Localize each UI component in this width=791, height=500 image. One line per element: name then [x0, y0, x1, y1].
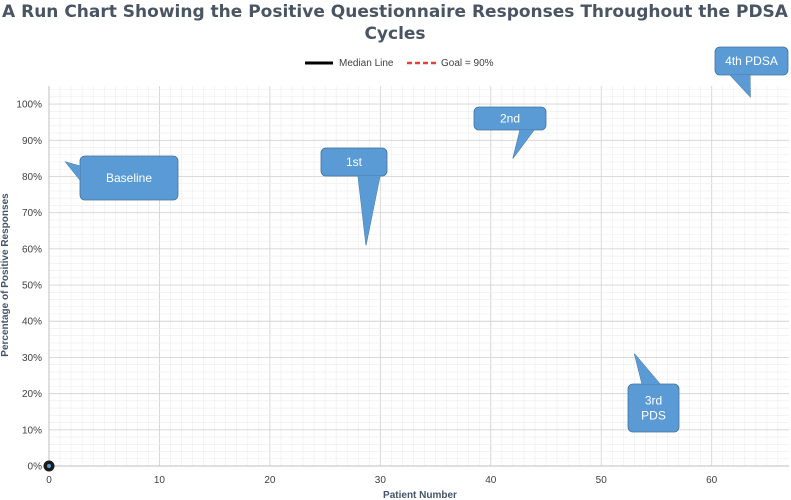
callout-label: 3rd [645, 394, 662, 408]
y-tick-label: 80% [22, 172, 42, 183]
y-tick-label: 70% [22, 208, 42, 219]
callout-pointer-fill [358, 176, 380, 246]
x-axis-label: Patient Number [383, 490, 457, 500]
callout-pointer-fill [730, 75, 751, 97]
y-axis-label: Percentage of Positive Responses [0, 193, 11, 357]
chart-title-line-2: Cycles [364, 24, 425, 44]
callout: Baseline [64, 155, 179, 201]
y-axis-ticks: 0% 10% 20% 30% 40% 50% 60% 70% 80% 90% 100% [16, 100, 42, 473]
x-tick-label: 20 [264, 475, 276, 486]
x-tick-label: 50 [596, 475, 608, 486]
callout-label: 4th PDSA [725, 54, 778, 68]
y-tick-label: 0% [28, 462, 43, 473]
x-tick-label: 40 [485, 475, 497, 486]
callout-label: PDS [641, 409, 666, 423]
legend-median-label: Median Line [339, 58, 394, 69]
y-tick-label: 20% [22, 389, 42, 400]
x-axis-ticks: 0 10 20 30 40 50 60 [46, 475, 717, 486]
y-tick-label: 40% [22, 317, 42, 328]
axes [48, 86, 789, 467]
data-point-center [47, 464, 51, 468]
x-tick-label: 0 [46, 475, 52, 486]
callout-pointer-fill [65, 162, 80, 180]
chart-title-line-1: A Run Chart Showing the Positive Questio… [2, 2, 789, 22]
callout: 2nd [473, 106, 547, 159]
callout-label: Baseline [106, 171, 152, 185]
x-tick-label: 60 [706, 475, 718, 486]
x-tick-label: 10 [154, 475, 166, 486]
legend-goal-label: Goal = 90% [441, 58, 494, 69]
y-tick-label: 50% [22, 281, 42, 292]
y-tick-label: 100% [16, 100, 42, 111]
x-tick-label: 30 [375, 475, 387, 486]
callout-box [473, 106, 547, 131]
callout-label: 2nd [500, 112, 520, 126]
y-tick-label: 60% [22, 244, 42, 255]
y-tick-label: 10% [22, 425, 42, 436]
callout: 1st [320, 147, 388, 246]
y-tick-label: 90% [22, 136, 42, 147]
callout-box [714, 46, 789, 76]
legend: Median Line Goal = 90% [305, 58, 494, 69]
y-tick-label: 30% [22, 353, 42, 364]
data-points [43, 460, 55, 472]
callout-pointer-fill [634, 353, 660, 384]
callout-box [320, 147, 388, 177]
callout-pointer-fill [512, 130, 534, 159]
callout: 4th PDSA [714, 46, 789, 98]
callout-label: 1st [346, 155, 363, 169]
